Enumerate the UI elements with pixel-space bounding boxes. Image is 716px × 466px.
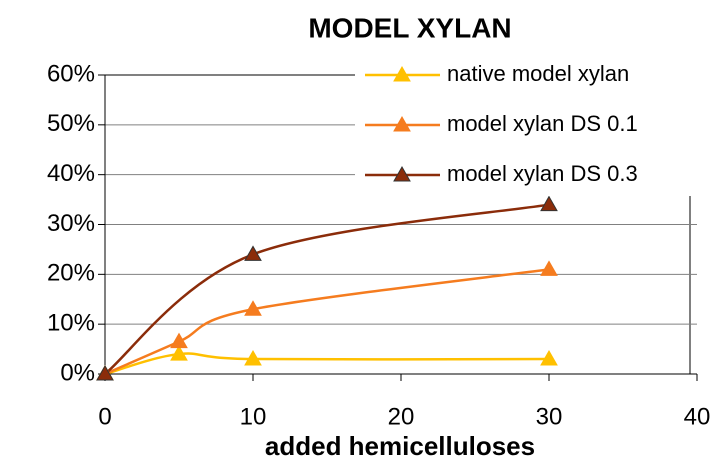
y-tick-label: 0% [60, 359, 95, 386]
marker [244, 300, 262, 316]
marker [540, 195, 558, 212]
series-line [104, 352, 550, 376]
y-tick-label: 20% [47, 260, 95, 287]
legend-label: native model xylan [447, 61, 629, 86]
legend-marker [393, 65, 411, 82]
series-line [104, 203, 550, 375]
y-tick-label: 10% [47, 310, 95, 337]
legend-marker [393, 115, 411, 132]
y-tick-label: 40% [47, 160, 95, 187]
chart-title: MODEL XYLAN [308, 12, 511, 43]
x-tick-label: 30 [536, 403, 563, 430]
x-tick-label: 40 [684, 403, 711, 430]
legend-marker [393, 165, 411, 182]
marker [170, 332, 188, 349]
y-tick-label: 60% [47, 60, 95, 87]
marker [244, 350, 262, 366]
x-tick-label: 10 [240, 403, 267, 430]
y-tick-label: 30% [47, 210, 95, 237]
marker [540, 260, 558, 276]
y-tick-label: 50% [47, 110, 95, 137]
x-tick-label: 20 [388, 403, 415, 430]
x-tick-label: 0 [98, 403, 111, 430]
marker [244, 245, 262, 261]
marker [170, 345, 188, 361]
series-line [104, 268, 550, 376]
legend-label: model xylan DS 0.3 [447, 161, 638, 186]
marker [96, 364, 114, 381]
legend-label: model xylan DS 0.1 [447, 111, 638, 136]
x-axis-label: added hemicelluloses [265, 431, 535, 461]
marker [540, 350, 558, 366]
